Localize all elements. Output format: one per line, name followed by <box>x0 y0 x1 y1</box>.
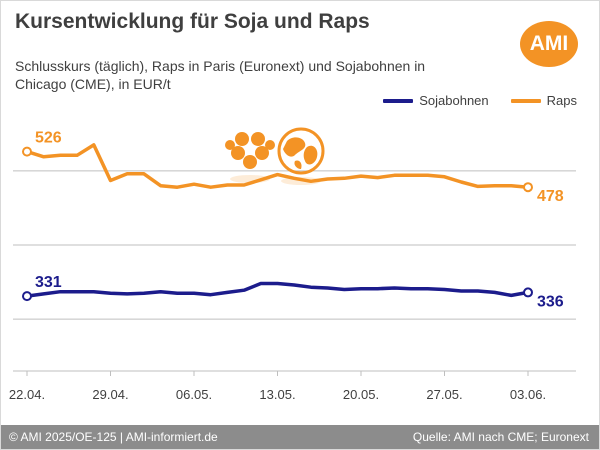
legend-swatch-sojabohnen <box>383 98 414 103</box>
series-line-sojabohnen <box>25 281 530 298</box>
line-chart: 331 336 526 478 22.04. 29.04. 06.05. 13.05. 20.… <box>9 127 576 402</box>
data-point <box>22 146 32 157</box>
data-label-end: 478 <box>537 188 564 205</box>
x-tick-label: 22.04. <box>9 387 45 402</box>
data-point <box>523 287 533 298</box>
x-tick-label: 06.05. <box>176 387 212 402</box>
rapeseed-flower-icon <box>225 132 275 183</box>
data-label-start: 526 <box>35 130 62 147</box>
x-tick-label: 27.05. <box>426 387 462 402</box>
ami-logo: AMI <box>520 21 578 67</box>
legend-swatch-raps <box>510 98 541 103</box>
series-line-raps <box>25 143 530 189</box>
data-point <box>22 291 32 302</box>
data-label-end: 336 <box>537 293 564 310</box>
chart-subtitle: Schlusskurs (täglich), Raps in Paris (Eu… <box>15 58 426 92</box>
legend-item-raps: Raps <box>510 93 577 108</box>
footer-source: Quelle: AMI nach CME; Euronext <box>412 430 589 444</box>
x-tick-label: 03.06. <box>510 387 546 402</box>
chart-title: Kursentwicklung für Soja und Raps <box>15 10 370 33</box>
legend-item-sojabohnen: Sojabohnen <box>383 93 489 108</box>
legend-label-raps: Raps <box>546 93 577 108</box>
data-label-start: 331 <box>35 274 62 291</box>
data-point <box>523 182 533 193</box>
footer-copyright: © AMI 2025/OE-125 | AMI-informiert.de <box>9 430 218 444</box>
footer-bar: © AMI 2025/OE-125 | AMI-informiert.de Qu… <box>1 425 599 449</box>
x-tick-label: 29.04. <box>92 387 128 402</box>
legend-label-sojabohnen: Sojabohnen <box>419 93 489 108</box>
x-tick-label: 13.05. <box>259 387 295 402</box>
x-tick-label: 20.05. <box>343 387 379 402</box>
chart-legend: Sojabohnen Raps <box>361 93 577 108</box>
